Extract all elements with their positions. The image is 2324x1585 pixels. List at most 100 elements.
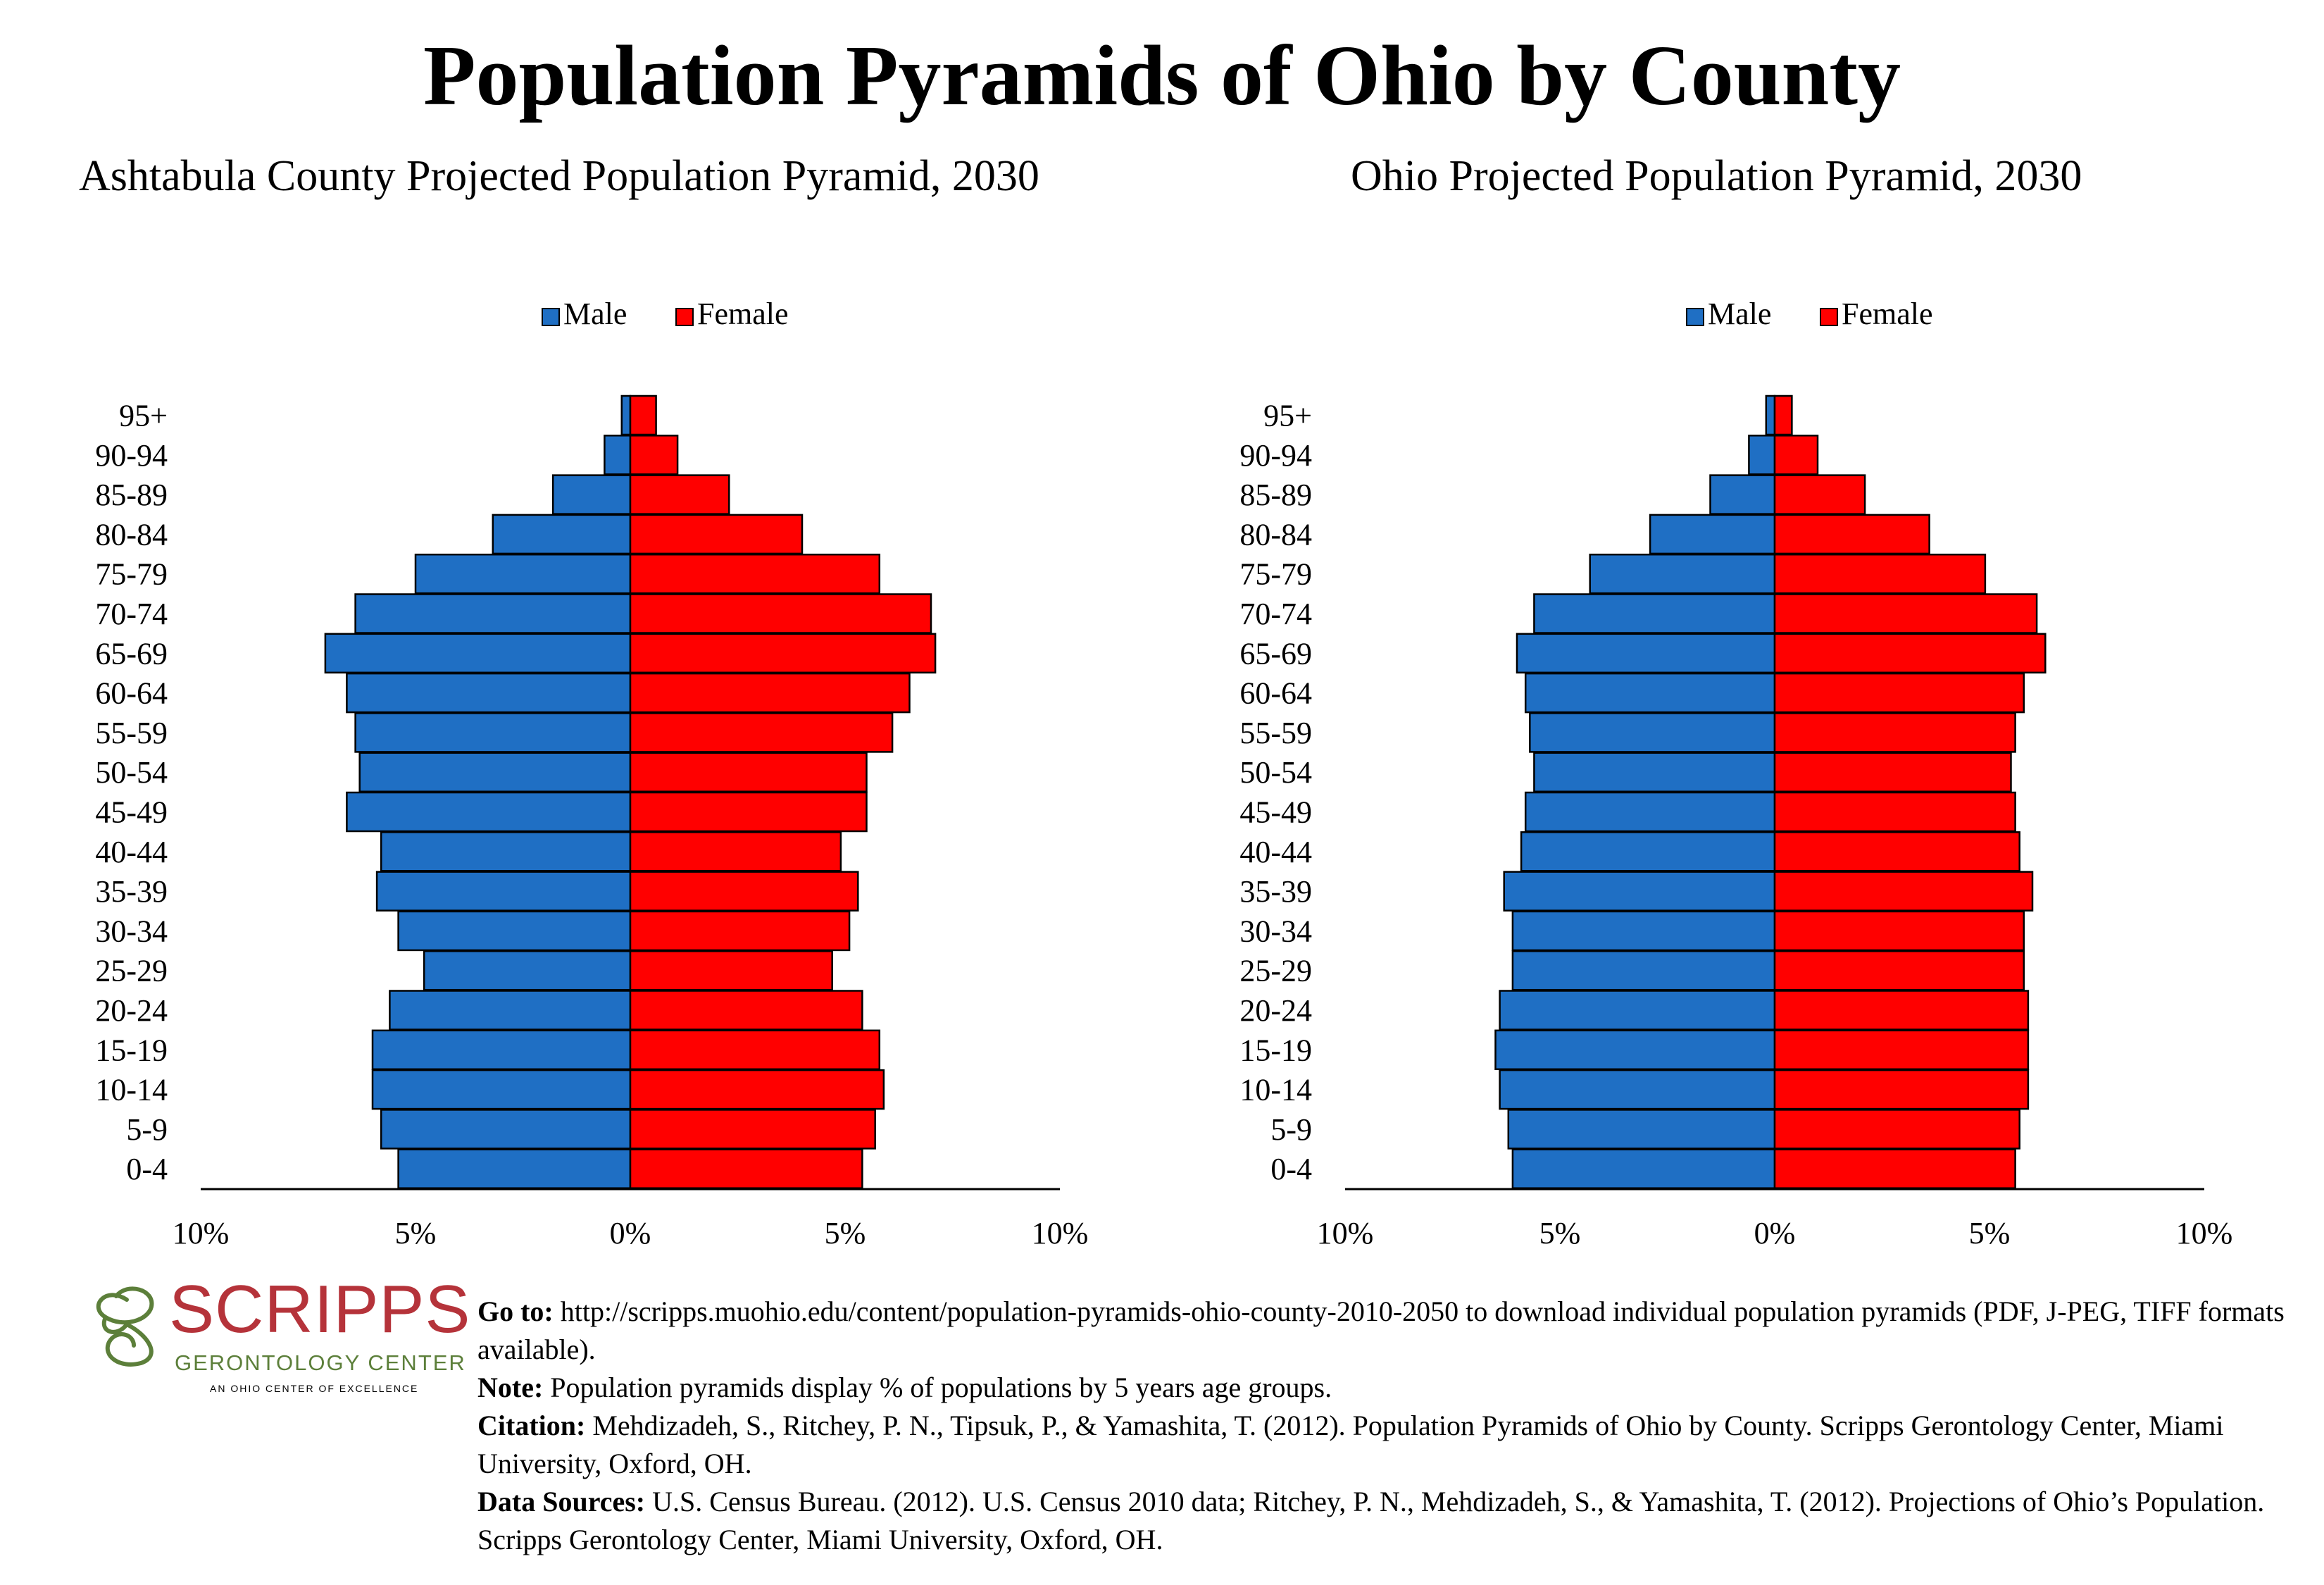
- bar-male: [414, 553, 632, 595]
- sources-text: U.S. Census Bureau. (2012). U.S. Census …: [477, 1486, 2265, 1555]
- bar-female: [1773, 752, 2012, 792]
- bar-female: [1773, 514, 1930, 555]
- bar-male: [1516, 633, 1776, 674]
- bar-male: [604, 435, 632, 476]
- x-tick-label: 5%: [825, 1216, 866, 1250]
- age-group-label: 75-79: [95, 557, 168, 592]
- scripps-logo: SCRIPPS GERONTOLOGY CENTER AN OHIO CENTE…: [85, 1274, 470, 1405]
- bar-female: [629, 1148, 863, 1189]
- age-group-label: 40-44: [95, 835, 168, 869]
- population-pyramid-charts: Male Female 95+ 90-94 85-89 80-84 75-79 70-74 65…: [95, 297, 2233, 1250]
- bar-female: [629, 633, 937, 674]
- age-group-label: 25-29: [95, 954, 168, 988]
- bar-female: [629, 394, 657, 436]
- x-tick-label: 10%: [2176, 1216, 2233, 1250]
- legend-swatch-female: [1820, 308, 1838, 326]
- legend-label-male: Male: [563, 297, 627, 331]
- age-group-label: 95+: [119, 399, 168, 433]
- bar-female: [1773, 593, 2038, 634]
- age-group-label: 20-24: [1239, 993, 1312, 1028]
- bar-male: [371, 1029, 632, 1071]
- bar-male: [354, 593, 632, 634]
- bar-female: [1773, 474, 1866, 515]
- bar-male: [492, 514, 632, 555]
- age-group-label: 90-94: [1239, 438, 1312, 473]
- note-text: Population pyramids display % of populat…: [543, 1372, 1332, 1403]
- bar-male: [1520, 831, 1776, 872]
- bar-female: [629, 990, 863, 1031]
- age-group-label: 65-69: [95, 636, 168, 671]
- legend-label-female: Female: [697, 297, 789, 331]
- bar-male: [375, 871, 632, 912]
- bar-female: [1773, 1069, 2030, 1110]
- note-label: Note:: [477, 1372, 544, 1403]
- age-group-label: 0-4: [1270, 1152, 1312, 1186]
- bar-male: [389, 990, 632, 1031]
- bar-male: [371, 1069, 632, 1110]
- bar-female: [629, 910, 851, 952]
- bar-male: [620, 394, 632, 436]
- bar-female: [1773, 990, 2030, 1031]
- bar-male: [1507, 1109, 1776, 1150]
- bar-female: [629, 1109, 876, 1150]
- bar-male: [551, 474, 632, 515]
- age-group-label: 60-64: [1239, 676, 1312, 711]
- bar-female: [629, 1069, 885, 1110]
- bar-female: [629, 435, 679, 476]
- goto-label: Go to:: [477, 1295, 554, 1327]
- chart-title-ohio: Ohio Projected Population Pyramid, 2030: [1351, 152, 2082, 200]
- spiral-logo-icon: [96, 1286, 154, 1367]
- bar-male: [397, 910, 632, 952]
- notes-block: Go to: http://scripps.muohio.edu/content…: [477, 1293, 2309, 1559]
- bar-female: [629, 514, 804, 555]
- chart-title-ashtabula: Ashtabula County Projected Population Py…: [79, 152, 1039, 200]
- age-group-label: 65-69: [1239, 636, 1312, 671]
- x-tick-label: 0%: [610, 1216, 651, 1250]
- bar-male: [1524, 791, 1776, 833]
- bar-female: [1773, 1148, 2016, 1189]
- age-group-label: 20-24: [95, 993, 168, 1028]
- bar-male: [1511, 910, 1776, 952]
- legend-swatch-male: [542, 308, 560, 326]
- legend-swatch-male: [1686, 308, 1704, 326]
- age-group-label: 50-54: [1239, 755, 1312, 790]
- age-group-label: 85-89: [95, 478, 168, 512]
- logo-tagline: AN OHIO CENTER OF EXCELLENCE: [210, 1383, 419, 1394]
- note-line: Note: Population pyramids display % of p…: [477, 1369, 2309, 1407]
- bar-male: [380, 1109, 632, 1150]
- age-group-label: 55-59: [95, 716, 168, 750]
- bar-male: [1524, 672, 1776, 714]
- age-group-label: 45-49: [95, 795, 168, 830]
- bar-female: [1773, 871, 2034, 912]
- x-tick-label: 10%: [1317, 1216, 1374, 1250]
- bar-male: [1499, 1069, 1776, 1110]
- legend-swatch-female: [675, 308, 694, 326]
- sources-line: Data Sources: U.S. Census Bureau. (2012)…: [477, 1483, 2309, 1559]
- age-group-label: 70-74: [95, 597, 168, 631]
- bar-female: [629, 712, 894, 753]
- age-group-label: 10-14: [1239, 1073, 1312, 1107]
- logo-wordmark: SCRIPPS: [169, 1272, 471, 1347]
- bar-male: [1511, 950, 1776, 991]
- bar-female: [1773, 1029, 2030, 1071]
- age-group-label: 70-74: [1239, 597, 1312, 631]
- bar-female: [1773, 910, 2025, 952]
- citation-label: Citation:: [477, 1410, 586, 1441]
- age-group-label: 75-79: [1239, 557, 1312, 592]
- age-group-label: 80-84: [95, 517, 168, 552]
- bar-male: [1748, 435, 1776, 476]
- legend: Male Female: [542, 297, 789, 331]
- x-tick-label: 5%: [395, 1216, 437, 1250]
- bar-male: [346, 672, 632, 714]
- age-group-label: 50-54: [95, 755, 168, 790]
- bar-female: [629, 791, 868, 833]
- bar-male: [1533, 593, 1776, 634]
- age-group-label: 30-34: [95, 914, 168, 948]
- bar-male: [354, 712, 632, 753]
- bar-male: [1511, 1148, 1776, 1189]
- bar-female: [629, 831, 842, 872]
- bar-male: [380, 831, 632, 872]
- x-tick-label: 10%: [173, 1216, 230, 1250]
- age-group-label: 40-44: [1239, 835, 1312, 869]
- logo-subtitle: GERONTOLOGY CENTER: [175, 1350, 466, 1375]
